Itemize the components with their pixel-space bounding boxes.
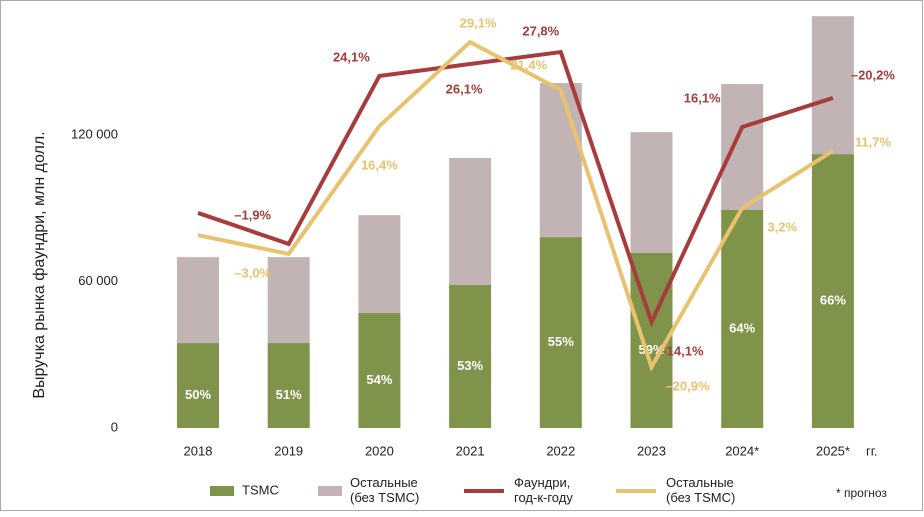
growth-label: –1,9%: [234, 207, 271, 222]
bar-segment: [449, 284, 492, 428]
growth-label: –3,0%: [234, 265, 271, 280]
x-unit: гг.: [866, 443, 878, 458]
bar-segment: [177, 343, 219, 428]
growth-label: –20,2%: [851, 67, 896, 82]
growth-label: 26,1%: [446, 81, 483, 96]
bar-segment: [539, 83, 582, 238]
y-tick-label: 60 000: [78, 273, 118, 288]
note: * прогноз: [836, 486, 887, 500]
x-tick-label: 2025*: [816, 443, 850, 458]
growth-label: –20,9%: [665, 378, 710, 393]
share-label: 50%: [185, 387, 211, 402]
x-tick-label: 2021: [456, 443, 485, 458]
legend-label: Остальные (без TSMC): [666, 475, 735, 505]
bar-segment: [811, 154, 854, 428]
bar-segment: [358, 215, 401, 314]
growth-label: 3,2%: [767, 219, 797, 234]
line: [197, 49, 834, 328]
legend-label: Остальные (без TSMC): [350, 475, 419, 505]
legend-label: TSMC: [242, 482, 279, 497]
legend-swatch: [318, 486, 342, 496]
bar-segment: [177, 257, 219, 344]
bar-segment: [267, 257, 310, 344]
growth-label: 16,1%: [684, 90, 721, 105]
growth-label: 29,1%: [460, 15, 497, 30]
x-tick-label: 2024*: [725, 443, 759, 458]
share-label: 51%: [276, 387, 302, 402]
y-tick-label: 120 000: [71, 126, 118, 141]
share-label: 54%: [366, 372, 392, 387]
y-tick-label: 0: [111, 419, 118, 434]
legend-label: Фаундри, год-к-году: [514, 475, 573, 505]
x-tick-label: 2022: [546, 443, 575, 458]
bar-segment: [449, 158, 492, 285]
growth-label: 21,4%: [510, 58, 547, 73]
bar-segment: [721, 210, 764, 428]
legend-swatch: [210, 486, 234, 496]
share-label: 53%: [457, 358, 483, 373]
x-tick-label: 2020: [365, 443, 394, 458]
line: [197, 39, 834, 372]
growth-label: 24,1%: [333, 49, 370, 64]
x-tick-label: 2018: [184, 443, 213, 458]
share-label: 64%: [729, 320, 755, 335]
growth-label: 27,8%: [522, 23, 559, 38]
bar-segment: [267, 343, 310, 428]
x-tick-label: 2023: [637, 443, 666, 458]
bar-segment: [358, 313, 401, 428]
growth-label: 11,7%: [855, 134, 892, 149]
growth-label: –14,1%: [659, 343, 704, 358]
share-label: 55%: [548, 334, 574, 349]
bar-segment: [539, 237, 582, 428]
growth-label: 16,4%: [361, 157, 398, 172]
bar-segment: [630, 132, 673, 253]
bar-segment: [721, 84, 764, 211]
bar-segment: [811, 16, 854, 155]
share-label: 66%: [820, 292, 846, 307]
x-tick-label: 2019: [274, 443, 303, 458]
y-axis-label: Выручка рынка фаундри, млн долл.: [31, 131, 48, 398]
